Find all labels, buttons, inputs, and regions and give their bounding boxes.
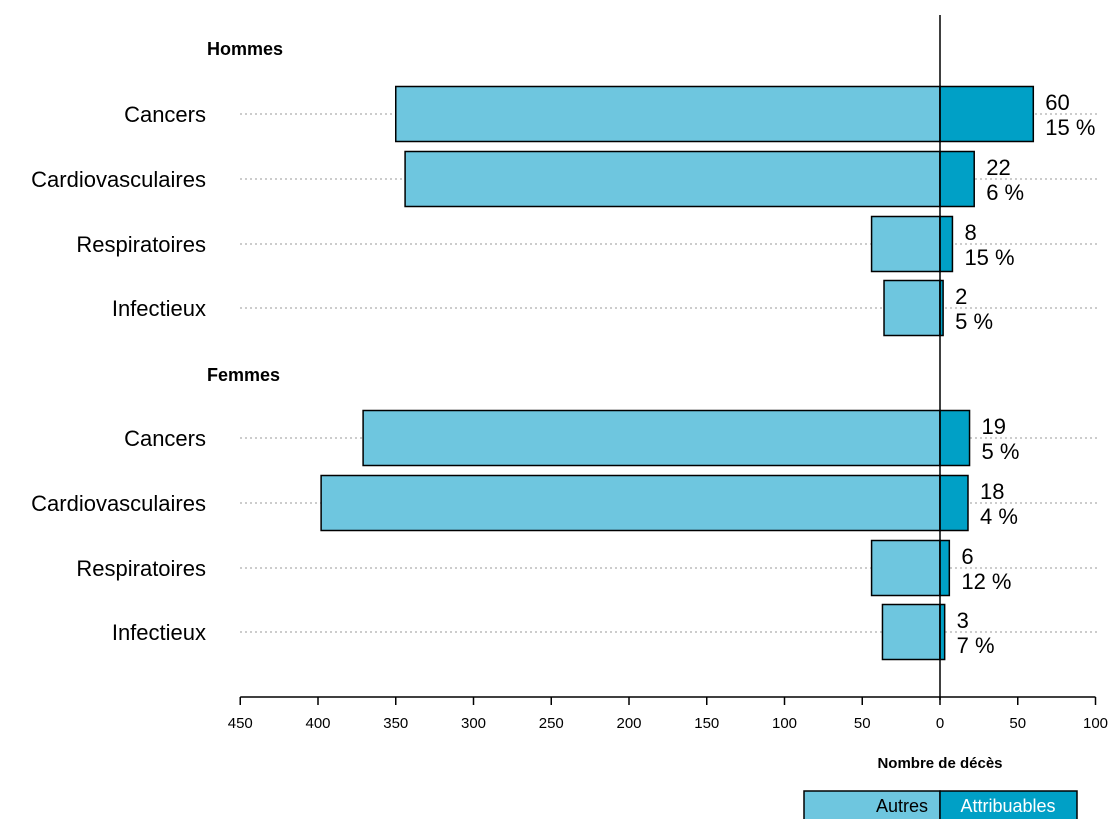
value-label-count: 22: [986, 155, 1010, 180]
group-title-hommes: Hommes: [207, 39, 283, 59]
bar-autres: [881, 603, 941, 661]
value-label-percent: 12 %: [961, 569, 1011, 594]
value-label-percent: 15 %: [964, 245, 1014, 270]
value-label-percent: 5 %: [982, 439, 1020, 464]
value-label-count: 6: [961, 544, 973, 569]
x-tick-label: 150: [694, 715, 719, 732]
category-label: Cancers: [124, 102, 206, 127]
x-tick-label: 300: [461, 715, 486, 732]
x-tick-label: 100: [772, 715, 797, 732]
value-label-count: 60: [1045, 90, 1069, 115]
value-label-count: 2: [955, 284, 967, 309]
category-label: Cardiovasculaires: [31, 491, 206, 516]
bar-attribuables: [939, 474, 969, 532]
legend-swatch-attribuables: [939, 790, 1078, 819]
value-label-count: 3: [957, 608, 969, 633]
bar-attribuables: [939, 539, 951, 597]
value-label-percent: 4 %: [980, 504, 1018, 529]
x-tick-label: 400: [305, 715, 330, 732]
value-label-percent: 5 %: [955, 309, 993, 334]
x-tick-label: 200: [616, 715, 641, 732]
bar-autres: [870, 215, 941, 273]
value-label-percent: 15 %: [1045, 115, 1095, 140]
x-tick-label: 50: [1009, 715, 1026, 732]
category-label: Cardiovasculaires: [31, 167, 206, 192]
bar-autres: [883, 279, 941, 337]
group-title-femmes: Femmes: [207, 365, 280, 385]
bar-attribuables: [939, 85, 1035, 143]
legend: Autres Attribuables: [803, 790, 1078, 819]
legend-label-attribuables: Attribuables: [960, 796, 1055, 816]
category-labels: Hommes Cancers Cardiovasculaires Respiratoi…: [31, 39, 283, 645]
bar-autres: [395, 85, 941, 143]
legend-label-autres: Autres: [876, 796, 928, 816]
x-tick-label: 350: [383, 715, 408, 732]
category-label: Respiratoires: [76, 556, 206, 581]
bar-autres: [362, 409, 941, 467]
bar-autres: [404, 150, 941, 208]
category-label: Infectieux: [112, 620, 206, 645]
value-label-count: 19: [982, 414, 1006, 439]
category-label: Infectieux: [112, 296, 206, 321]
bar-attribuables: [939, 409, 971, 467]
value-label-count: 18: [980, 479, 1004, 504]
category-label: Cancers: [124, 426, 206, 451]
x-tick-label: 100: [1083, 715, 1108, 732]
bar-attribuables: [939, 215, 954, 273]
x-tick-label: 0: [936, 715, 944, 732]
bar-autres: [320, 474, 941, 532]
x-axis: 450 400 350 300 250 200 150 100 50 0 50 100: [228, 15, 1108, 732]
bar-attribuables: [939, 150, 975, 208]
category-label: Respiratoires: [76, 232, 206, 257]
bars: [320, 85, 1035, 661]
value-label-percent: 7 %: [957, 633, 995, 658]
value-label-percent: 6 %: [986, 180, 1024, 205]
x-tick-label: 450: [228, 715, 253, 732]
bar-autres: [870, 539, 941, 597]
x-tick-label: 50: [854, 715, 871, 732]
value-label-count: 8: [964, 220, 976, 245]
x-axis-title: Nombre de décès: [877, 755, 1002, 772]
x-tick-label: 250: [539, 715, 564, 732]
